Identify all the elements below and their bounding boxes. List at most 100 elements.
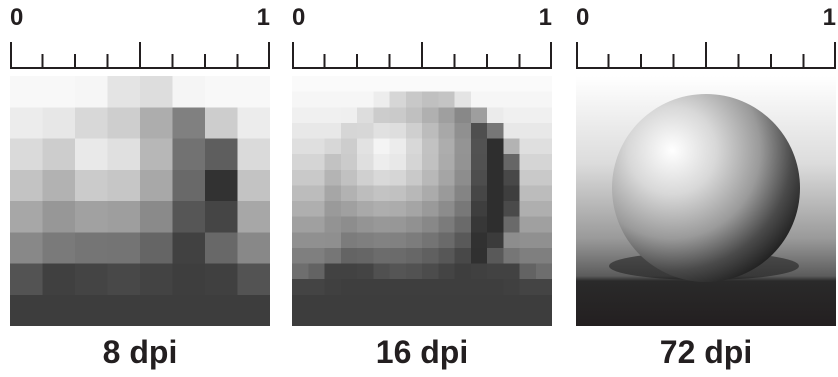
image-pixel	[292, 232, 309, 249]
image-pixel	[519, 76, 537, 92]
image-pixel	[470, 107, 488, 124]
image-pixel	[107, 107, 141, 140]
image-pixel	[324, 232, 342, 249]
image-pixel	[405, 185, 423, 202]
scale-end-label: 1	[538, 4, 552, 31]
image-pixel	[324, 107, 342, 124]
image-pixel	[405, 169, 423, 186]
image-pixel	[454, 138, 472, 155]
image-pixel	[357, 169, 374, 186]
image-pixel	[535, 138, 552, 155]
image-pixel	[237, 138, 270, 171]
image-pixel	[535, 185, 552, 202]
image-pixel	[308, 107, 325, 124]
inch-ruler	[292, 42, 552, 69]
image-pixel	[308, 138, 325, 155]
image-pixel	[503, 294, 520, 311]
image-pixel	[292, 294, 309, 311]
image-pixel	[292, 138, 309, 155]
image-pixel	[487, 310, 504, 326]
image-pixel	[405, 107, 423, 124]
image-pixel	[470, 76, 488, 92]
image-pixel	[389, 232, 407, 249]
resolution-caption: 8 dpi	[102, 334, 178, 370]
image-pixel	[405, 247, 423, 264]
image-pixel	[389, 169, 407, 186]
image-pixel	[292, 154, 309, 171]
image-pixel	[308, 232, 325, 249]
image-pixel	[308, 279, 325, 296]
image-pixel	[308, 154, 325, 171]
image-pixel	[340, 107, 358, 124]
image-pixel	[292, 247, 309, 264]
image-pixel	[237, 294, 270, 326]
image-pixel	[75, 294, 109, 326]
image-pixel	[42, 169, 76, 202]
image-pixel	[340, 154, 358, 171]
image-pixel	[503, 91, 520, 108]
image-pixel	[292, 91, 309, 108]
image-pixel	[10, 107, 44, 140]
image-pixel	[470, 91, 488, 108]
image-pixel	[205, 263, 239, 296]
image-pixel	[422, 154, 439, 171]
image-pixel	[487, 154, 504, 171]
image-pixel	[470, 201, 488, 217]
image-pixel	[454, 294, 472, 311]
image-pixel	[75, 232, 109, 265]
image-pixel	[308, 169, 325, 186]
image-pixel	[405, 279, 423, 296]
image-pixel	[503, 185, 520, 202]
image-pixel	[340, 294, 358, 311]
image-pixel	[205, 232, 239, 265]
image-pixel	[308, 294, 325, 311]
image-pixel	[292, 76, 309, 92]
image-pixel	[438, 294, 455, 311]
image-pixel	[237, 232, 270, 265]
image-pixel	[357, 263, 374, 280]
image-pixel	[357, 76, 374, 92]
scale-end-label: 1	[256, 4, 270, 31]
image-pixel	[503, 247, 520, 264]
image-pixel	[140, 263, 174, 296]
image-pixel	[405, 310, 423, 326]
sphere-image-72-dpi	[576, 76, 836, 326]
image-pixel	[535, 91, 552, 108]
image-pixel	[487, 247, 504, 264]
image-pixel	[487, 169, 504, 186]
image-pixel	[438, 91, 455, 108]
image-pixel	[340, 76, 358, 92]
image-pixel	[357, 247, 374, 264]
image-pixel	[10, 263, 44, 296]
image-pixel	[454, 76, 472, 92]
image-pixel	[373, 107, 390, 124]
image-pixel	[205, 76, 239, 108]
image-pixel	[519, 91, 537, 108]
image-pixel	[324, 122, 342, 139]
image-pixel	[389, 185, 407, 202]
image-pixel	[519, 310, 537, 326]
image-pixel	[340, 279, 358, 296]
image-pixel	[292, 263, 309, 280]
image-pixel	[340, 232, 358, 249]
image-pixel	[10, 76, 44, 108]
image-pixel	[340, 91, 358, 108]
image-pixel	[454, 247, 472, 264]
image-pixel	[373, 279, 390, 296]
image-pixel	[389, 122, 407, 139]
image-pixel	[454, 216, 472, 233]
image-pixel	[42, 138, 76, 171]
image-pixel	[438, 185, 455, 202]
image-pixel	[75, 76, 109, 108]
image-pixel	[357, 232, 374, 249]
image-pixel	[470, 294, 488, 311]
image-pixel	[422, 232, 439, 249]
image-pixel	[42, 294, 76, 326]
image-pixel	[324, 91, 342, 108]
image-pixel	[454, 154, 472, 171]
image-pixel	[535, 263, 552, 280]
image-pixel	[373, 216, 390, 233]
image-pixel	[237, 263, 270, 296]
image-pixel	[324, 294, 342, 311]
